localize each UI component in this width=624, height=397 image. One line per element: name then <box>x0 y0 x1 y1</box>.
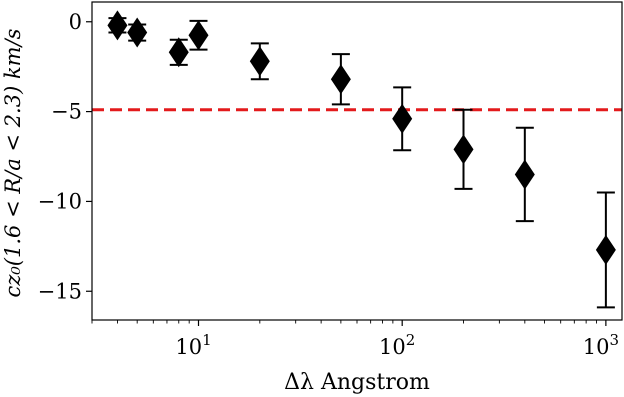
x-axis-label: Δλ Angstrom <box>284 370 430 395</box>
plot-layer <box>92 10 622 309</box>
diamond-marker <box>595 234 616 265</box>
y-axis-label: cz₀(1.6 < R/a < 2.3) km/s <box>1 28 25 297</box>
x-tick-label: 102 <box>379 331 415 359</box>
data-point <box>127 17 148 48</box>
data-point <box>168 37 189 68</box>
x-tick-label: 103 <box>583 331 619 359</box>
diamond-marker <box>127 17 148 48</box>
diamond-marker <box>107 10 128 41</box>
data-point <box>107 10 128 41</box>
diamond-marker <box>249 46 270 77</box>
data-point <box>188 19 209 51</box>
data-point <box>392 86 413 152</box>
y-tick-label: −15 <box>38 279 82 303</box>
diamond-marker <box>168 37 189 68</box>
diamond-marker <box>188 20 209 51</box>
axis-layer: 0 −5 −10 −15 101 102 103 <box>38 10 619 359</box>
diamond-marker <box>330 64 351 95</box>
data-point <box>330 53 351 106</box>
data-point <box>595 191 616 309</box>
data-point <box>514 126 535 223</box>
x-tick-label: 101 <box>175 331 211 359</box>
data-point <box>453 108 474 190</box>
diamond-marker <box>392 103 413 134</box>
y-tick-label: 0 <box>69 10 82 34</box>
data-point <box>249 42 270 81</box>
diamond-marker <box>514 159 535 190</box>
y-tick-label: −10 <box>38 189 82 213</box>
diamond-marker <box>453 134 474 165</box>
y-tick-label: −5 <box>51 100 82 124</box>
